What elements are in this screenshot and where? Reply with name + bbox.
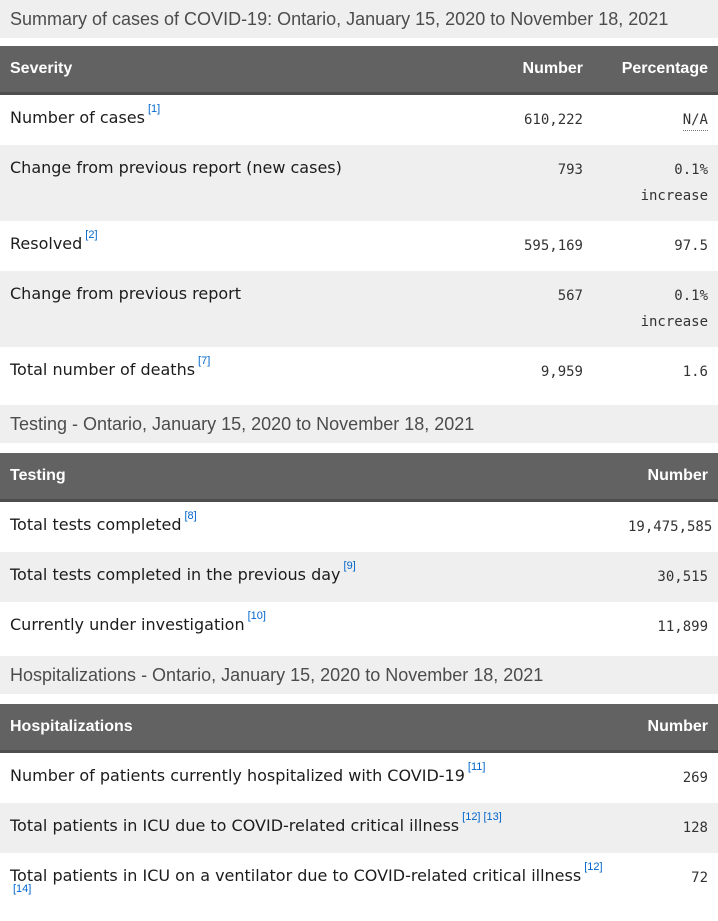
number-cell: 128 (682, 820, 708, 836)
row-label: Total tests completed in the previous da… (10, 565, 341, 584)
percentage-cell: 0.1% increase (640, 162, 708, 204)
table-row: Change from previous report (new cases) … (0, 145, 718, 221)
row-label: Total tests completed (10, 515, 182, 534)
col-severity: Severity (0, 46, 478, 95)
number-cell: 9,959 (540, 364, 583, 380)
row-label: Currently under investigation (10, 615, 245, 634)
footnote: [9] (344, 559, 356, 572)
table-row: Total patients in ICU due to COVID-relat… (0, 803, 718, 853)
table-row: Total patients in ICU on a ventilator du… (0, 853, 718, 921)
row-label: Number of patients currently hospitalize… (10, 766, 465, 785)
row-label: Total patients in ICU on a ventilator du… (10, 866, 582, 885)
footnote-link[interactable]: [7] (198, 354, 211, 367)
percentage-cell: 97.5 (674, 238, 708, 254)
testing-table-header: Testing Number (0, 453, 718, 502)
table-row: Number of patients currently hospitalize… (0, 752, 718, 804)
number-cell: 595,169 (523, 238, 583, 254)
col-testing: Testing (0, 453, 618, 502)
col-percentage: Percentage (593, 46, 718, 95)
col-number: Number (618, 704, 718, 753)
hospitalizations-table: Hospitalizations Number Number of patien… (0, 704, 718, 921)
number-cell: 11,899 (657, 619, 708, 635)
table-row: Total tests completed [8] 19,475,585 (0, 501, 718, 553)
footnote-link[interactable]: [9] (343, 559, 356, 572)
col-number: Number (618, 453, 718, 502)
row-label: Resolved (10, 234, 83, 253)
footnote: [8] (185, 509, 197, 522)
hospitalizations-table-header: Hospitalizations Number (0, 704, 718, 753)
table-row: Number of cases [1] 610,222 N/A (0, 94, 718, 146)
footnote: [13] (484, 810, 502, 823)
row-label: Number of cases (10, 108, 145, 127)
number-cell: 610,222 (523, 112, 583, 128)
hospitalizations-heading: Hospitalizations - Ontario, January 15, … (0, 656, 718, 694)
percentage-cell: N/A (593, 94, 718, 146)
testing-heading: Testing - Ontario, January 15, 2020 to N… (0, 405, 718, 443)
row-label: Change from previous report (10, 284, 242, 303)
col-hospitalizations: Hospitalizations (0, 704, 618, 753)
footnote: [14] (13, 882, 31, 895)
percentage-cell: 0.1% increase (640, 288, 708, 330)
table-row: Total tests completed in the previous da… (0, 552, 718, 602)
number-cell: 567 (557, 288, 583, 304)
table-row: Change from previous report 567 0.1% inc… (0, 271, 718, 347)
summary-heading: Summary of cases of COVID-19: Ontario, J… (0, 0, 718, 38)
footnote-link[interactable]: [14] (13, 882, 32, 895)
table-row: Currently under investigation [10] 11,899 (0, 602, 718, 652)
footnote-link[interactable]: [8] (184, 509, 197, 522)
number-cell: 72 (691, 870, 708, 886)
footnote-link[interactable]: [13] (483, 810, 502, 823)
row-label: Total patients in ICU due to COVID-relat… (10, 816, 460, 835)
footnote: [1] (148, 102, 160, 115)
table-row: Total number of deaths [7] 9,959 1.6 (0, 347, 718, 397)
footnote: [12] (584, 860, 602, 873)
summary-table-header: Severity Number Percentage (0, 46, 718, 95)
summary-table: Severity Number Percentage Number of cas… (0, 46, 718, 397)
footnote: [10] (248, 609, 266, 622)
na-abbr: N/A (682, 112, 708, 131)
table-row: Resolved [2] 595,169 97.5 (0, 221, 718, 271)
row-label: Total number of deaths (10, 360, 196, 379)
footnote: [2] (85, 228, 97, 241)
col-number: Number (478, 46, 593, 95)
number-cell: 30,515 (657, 569, 708, 585)
footnote-link[interactable]: [10] (247, 609, 266, 622)
number-cell: 19,475,585 (628, 519, 713, 535)
percentage-cell: 1.6 (682, 364, 708, 380)
number-cell: 793 (557, 162, 583, 178)
row-label: Change from previous report (new cases) (10, 158, 342, 177)
footnote-link[interactable]: [1] (147, 102, 161, 115)
testing-table: Testing Number Total tests completed [8] … (0, 453, 718, 652)
footnote: [7] (198, 354, 210, 367)
footnote: [11] (468, 760, 486, 773)
footnote: [12] (462, 810, 480, 823)
footnote-link[interactable]: [2] (85, 228, 98, 241)
footnote-link[interactable]: [12] (584, 860, 603, 873)
number-cell: 269 (682, 770, 708, 786)
footnote-link[interactable]: [12] (462, 810, 481, 823)
footnote-link[interactable]: [11] (467, 760, 486, 773)
